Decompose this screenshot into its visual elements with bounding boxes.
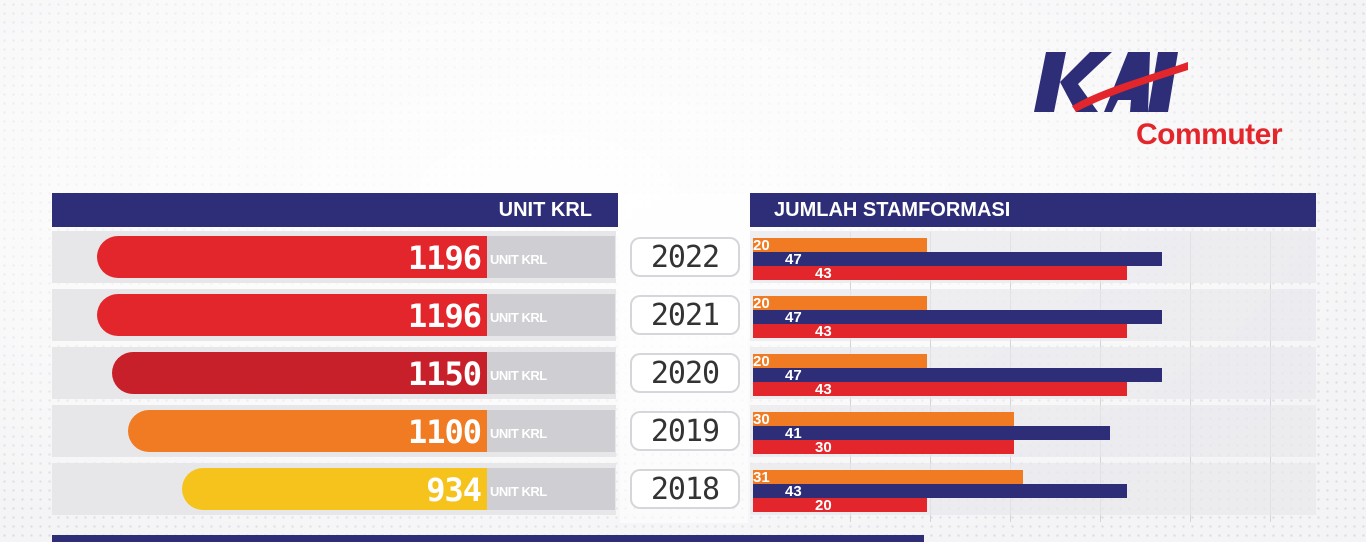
unit-krl-bar [112, 352, 487, 394]
unit-label: UNIT KRL [490, 484, 547, 499]
stamformasi-value: 43 [785, 483, 802, 500]
stamformasi-value: 43 [815, 381, 832, 398]
year-label: 2019 [630, 411, 740, 451]
stamformasi-value: 20 [753, 295, 770, 312]
unit-krl-header-label: UNIT KRL [498, 199, 592, 221]
stamformasi-bar [753, 252, 1162, 266]
stamformasi-bar [753, 382, 1128, 396]
unit-krl-header: UNIT KRL [52, 193, 618, 227]
unit-krl-value: 1196 [407, 239, 482, 277]
stamformasi-bar [753, 440, 1014, 454]
stamformasi-bar [753, 426, 1110, 440]
unit-label-box [487, 352, 615, 394]
stamformasi-bar [753, 354, 927, 368]
year-label: 2018 [630, 469, 740, 509]
stamformasi-bar [753, 470, 1023, 484]
unit-krl-value: 934 [426, 471, 482, 509]
unit-label: UNIT KRL [490, 252, 547, 267]
stamformasi-value: 30 [815, 439, 832, 456]
unit-label-box [487, 410, 615, 452]
stamformasi-value: 20 [753, 237, 770, 254]
stamformasi-bar [753, 296, 927, 310]
unit-krl-bar [97, 236, 487, 278]
unit-krl-bar [128, 410, 487, 452]
stamformasi-bar [753, 238, 927, 252]
unit-label-box [487, 468, 615, 510]
year-label: 2021 [630, 295, 740, 335]
stamformasi-bar [753, 324, 1128, 338]
stamformasi-header-label: JUMLAH STAMFORMASI [774, 199, 1011, 221]
unit-label: UNIT KRL [490, 310, 547, 325]
year-label: 2022 [630, 237, 740, 277]
unit-krl-value: 1100 [407, 413, 482, 451]
stamformasi-value: 31 [753, 469, 770, 486]
unit-label: UNIT KRL [490, 426, 547, 441]
unit-label: UNIT KRL [490, 368, 547, 383]
stamformasi-bar [753, 310, 1162, 324]
stamformasi-value: 47 [785, 367, 802, 384]
stamformasi-value: 47 [785, 251, 802, 268]
unit-krl-value: 1150 [407, 355, 482, 393]
unit-label-box [487, 294, 615, 336]
kai-logo-mark [1034, 52, 1188, 112]
unit-krl-bar [97, 294, 487, 336]
stamformasi-value: 41 [785, 425, 802, 442]
unit-label-box [487, 236, 615, 278]
stamformasi-value: 47 [785, 309, 802, 326]
stamformasi-header: JUMLAH STAMFORMASI [750, 193, 1316, 227]
stamformasi-bar [753, 484, 1128, 498]
unit-krl-value: 1196 [407, 297, 482, 335]
stamformasi-value: 20 [753, 353, 770, 370]
kai-commuter-logo: Commuter [1032, 48, 1322, 160]
stamformasi-value: 30 [753, 411, 770, 428]
footer-bar [52, 535, 924, 542]
stamformasi-value: 43 [815, 323, 832, 340]
stamformasi-bar [753, 266, 1128, 280]
stamformasi-value: 20 [815, 497, 832, 514]
stamformasi-bar [753, 412, 1014, 426]
stamformasi-bar [753, 368, 1162, 382]
year-label: 2020 [630, 353, 740, 393]
unit-krl-bar [182, 468, 487, 510]
logo-subtitle: Commuter [1136, 118, 1283, 151]
stamformasi-bar [753, 498, 927, 512]
stamformasi-value: 43 [815, 265, 832, 282]
